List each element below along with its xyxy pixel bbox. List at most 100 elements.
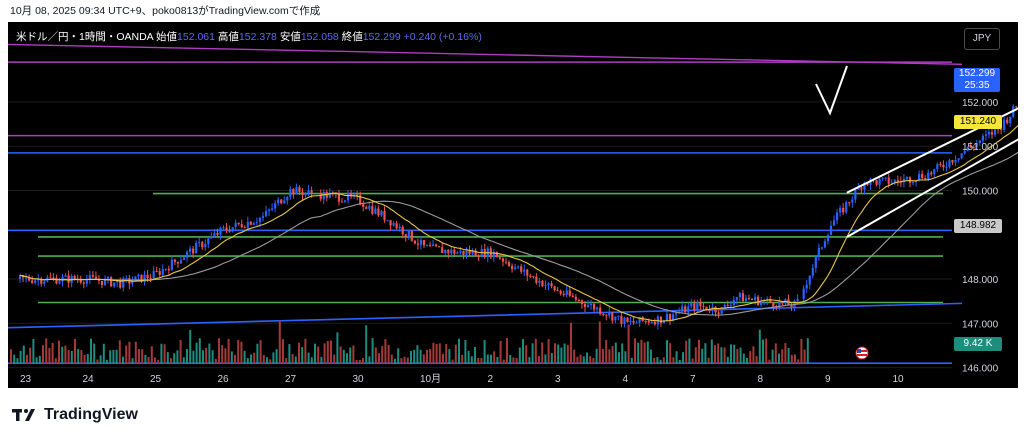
volume-bar	[598, 321, 601, 364]
time-axis-tick: 8	[758, 374, 764, 385]
candle-body	[225, 227, 228, 231]
candle-body	[826, 234, 830, 242]
candle-body	[1000, 128, 1003, 130]
candle-body	[231, 227, 234, 232]
candle-body	[198, 242, 201, 244]
candle-body	[122, 278, 125, 288]
candle-body	[401, 226, 404, 235]
volume-bar	[13, 354, 16, 364]
candle-body	[161, 269, 164, 275]
channel-lower-line	[846, 138, 1018, 238]
candle-body	[592, 303, 596, 310]
volume-bar	[752, 346, 755, 364]
candle-body	[586, 305, 590, 307]
volume-bar	[486, 354, 489, 364]
candle-body	[495, 251, 498, 258]
volume-bar	[278, 320, 281, 364]
candle-body	[930, 172, 933, 175]
candle-body	[650, 321, 653, 323]
volume-bar	[525, 345, 528, 364]
price-axis-tick: 146.000	[962, 364, 999, 375]
volume-bar	[608, 349, 611, 364]
volume-bar	[163, 344, 166, 364]
volume-bar	[243, 350, 246, 364]
volume-bar	[547, 339, 550, 364]
tradingview-logo[interactable]: TradingView	[12, 406, 138, 424]
volume-bar	[534, 338, 537, 364]
volume-bar	[592, 357, 595, 364]
volume-bar	[458, 338, 460, 364]
volume-bar	[496, 357, 499, 364]
volume-bar	[662, 357, 665, 364]
volume-bar	[26, 354, 28, 364]
candle-body	[179, 260, 183, 264]
volume-bar	[650, 349, 652, 364]
volume-bar	[397, 348, 400, 364]
volume-bar	[560, 347, 563, 364]
candle-body	[18, 274, 22, 280]
candle-body	[653, 321, 656, 325]
candle-body	[741, 293, 745, 302]
support-trendline	[8, 302, 963, 329]
candle-body	[504, 261, 508, 263]
candle-body	[91, 275, 94, 277]
candle-body	[152, 270, 155, 279]
bar-countdown: 25:35	[964, 80, 990, 91]
candle-body	[413, 240, 416, 244]
volume-bar	[70, 350, 73, 364]
volume-bar	[368, 356, 371, 364]
volume-bar	[710, 339, 713, 364]
candle-body	[116, 281, 119, 283]
currency-button[interactable]: JPY	[964, 28, 1000, 50]
volume-bar	[566, 344, 569, 364]
chart-area[interactable]: 152.000 151.000 150.000 148.000 147.000 146.0…	[8, 22, 1018, 388]
volume-bar	[515, 357, 518, 364]
volume-bar	[208, 343, 211, 364]
candle-body	[419, 240, 423, 245]
volume-bar	[550, 353, 553, 364]
candle-body	[189, 248, 192, 252]
candle-body	[972, 146, 975, 148]
candle-body	[614, 316, 617, 321]
volume-bar	[294, 356, 297, 364]
candle-body	[170, 259, 173, 271]
candle-body	[410, 230, 413, 241]
candle-body	[732, 299, 735, 306]
candle-body	[735, 297, 738, 300]
candle-body	[106, 277, 110, 279]
price-chart[interactable]: 152.000 151.000 150.000 148.000 147.000 146.0…	[8, 22, 1018, 388]
candle-body	[416, 243, 420, 245]
volume-bar	[746, 357, 748, 364]
candle-body	[103, 278, 107, 286]
volume-bar	[720, 347, 723, 364]
candle-body	[939, 164, 942, 166]
candle-body	[274, 203, 277, 209]
volume-bar	[227, 338, 230, 364]
candle-body	[772, 302, 775, 307]
volume-bar	[355, 359, 358, 364]
volume-bar	[419, 349, 422, 364]
candle-body	[182, 257, 186, 261]
candle-body	[365, 206, 368, 209]
candle-body	[696, 302, 699, 310]
candle-body	[97, 280, 101, 282]
candle-body	[398, 226, 401, 229]
candle-body	[255, 222, 259, 224]
candle-body	[611, 312, 614, 321]
candle-body	[28, 277, 31, 281]
candle-body	[596, 307, 599, 310]
candle-body	[40, 278, 43, 284]
volume-bar	[682, 352, 684, 364]
time-axis-tick: 30	[353, 374, 365, 385]
volume-bar	[778, 353, 780, 364]
close-label: 終値	[341, 31, 363, 43]
volume-bar	[470, 356, 473, 364]
volume-bar	[563, 343, 566, 364]
volume-bar	[93, 343, 96, 364]
volume-bar	[624, 351, 627, 364]
candle-body	[556, 290, 559, 292]
candle-body	[85, 279, 88, 284]
candle-body	[781, 301, 784, 304]
candle-body	[708, 309, 711, 312]
candle-body	[356, 194, 359, 196]
